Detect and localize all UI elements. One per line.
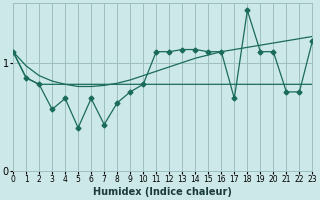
- X-axis label: Humidex (Indice chaleur): Humidex (Indice chaleur): [93, 187, 232, 197]
